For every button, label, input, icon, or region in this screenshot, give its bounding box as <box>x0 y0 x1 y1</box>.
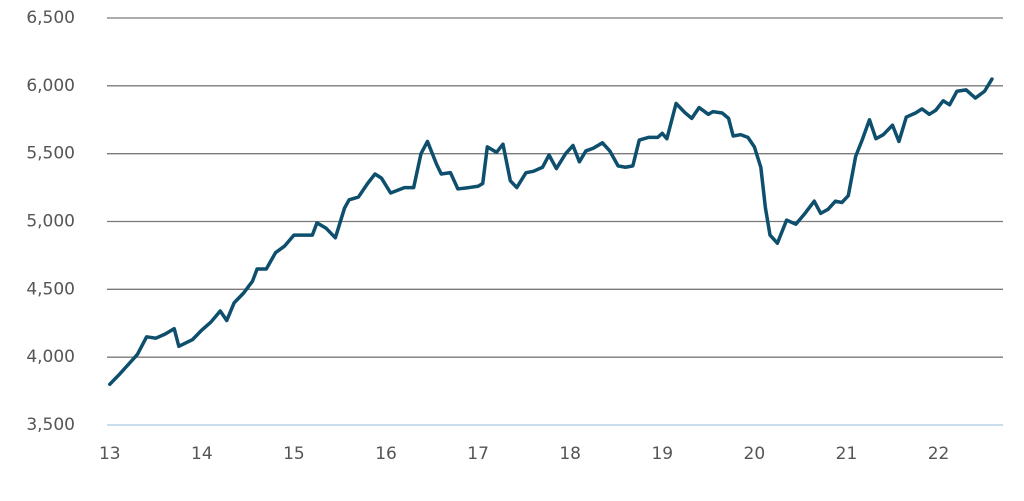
y-tick-label: 5,500 <box>26 144 75 164</box>
x-tick-label: 14 <box>191 444 213 464</box>
y-tick-label: 5,000 <box>26 212 75 232</box>
x-tick-label: 20 <box>744 444 766 464</box>
x-tick-label: 18 <box>559 444 581 464</box>
y-tick-label: 4,000 <box>26 347 75 367</box>
y-tick-label: 3,500 <box>26 415 75 435</box>
x-tick-label: 21 <box>836 444 858 464</box>
y-tick-label: 4,500 <box>26 279 75 299</box>
x-tick-label: 19 <box>651 444 673 464</box>
x-tick-label: 16 <box>375 444 397 464</box>
y-tick-label: 6,500 <box>26 8 75 28</box>
line <box>108 77 994 387</box>
x-tick-label: 15 <box>283 444 305 464</box>
x-tick-label: 13 <box>99 444 121 464</box>
x-tick-label: 22 <box>928 444 950 464</box>
y-tick-label: 6,000 <box>26 76 75 96</box>
x-tick-label: 17 <box>467 444 489 464</box>
